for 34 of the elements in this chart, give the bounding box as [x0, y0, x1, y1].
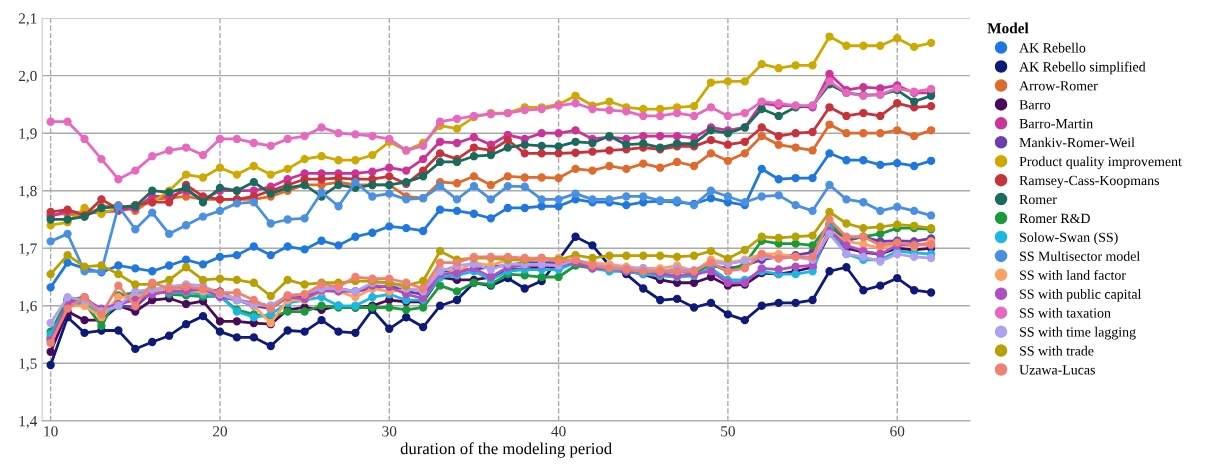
y-tick-label: 1,9	[19, 128, 37, 141]
legend-label: AK Rebello	[1019, 42, 1086, 53]
legend-label: Arrow-Romer	[1019, 81, 1098, 91]
legend-label: Solow-Swan (SS)	[1020, 232, 1118, 245]
legend-label: SS with land factor	[1020, 269, 1126, 280]
x-tick-label: 60	[890, 426, 905, 437]
legend-label: Barro	[1019, 100, 1051, 110]
y-tick-label: 1,4	[19, 416, 38, 429]
legend-label: SS with time lagging	[1020, 326, 1136, 340]
x-axis-title: duration of the modeling period	[400, 442, 612, 458]
y-tick-label: 1,7	[19, 243, 37, 256]
legend-label: Product quality improvement	[1019, 156, 1182, 170]
legend-label: Mankiv-Romer-Weil	[1019, 137, 1135, 148]
legend-label: Uzawa-Lucas	[1019, 365, 1095, 375]
legend-label: Ramsey-Cass-Koopmans	[1019, 175, 1160, 189]
x-tick-label: 30	[382, 426, 397, 437]
legend-label: AK Rebello simplified	[1019, 61, 1146, 75]
legend-label: Romer R&D	[1019, 213, 1090, 224]
legend-label: SS with public capital	[1020, 289, 1142, 302]
y-tick-label: 2,1	[18, 13, 37, 26]
x-tick-label: 20	[212, 426, 228, 437]
y-tick-label: 1,5	[19, 358, 37, 371]
y-tick-label: 1,8	[19, 185, 37, 199]
y-tick-label: 1,6	[19, 300, 37, 314]
x-tick-label: 50	[721, 426, 735, 437]
legend-label: Romer	[1019, 194, 1057, 205]
x-tick-label: 40	[551, 426, 566, 437]
legend-label: SS with trade	[1020, 345, 1094, 356]
y-tick-label: 2,0	[18, 70, 37, 84]
legend-label: Barro-Martin	[1019, 118, 1093, 129]
x-tick-label: 10	[44, 426, 58, 437]
legend-label: SS with taxation	[1020, 307, 1111, 318]
legend-label: SS Multisector model	[1020, 251, 1140, 261]
legend-title: Model	[987, 22, 1029, 34]
